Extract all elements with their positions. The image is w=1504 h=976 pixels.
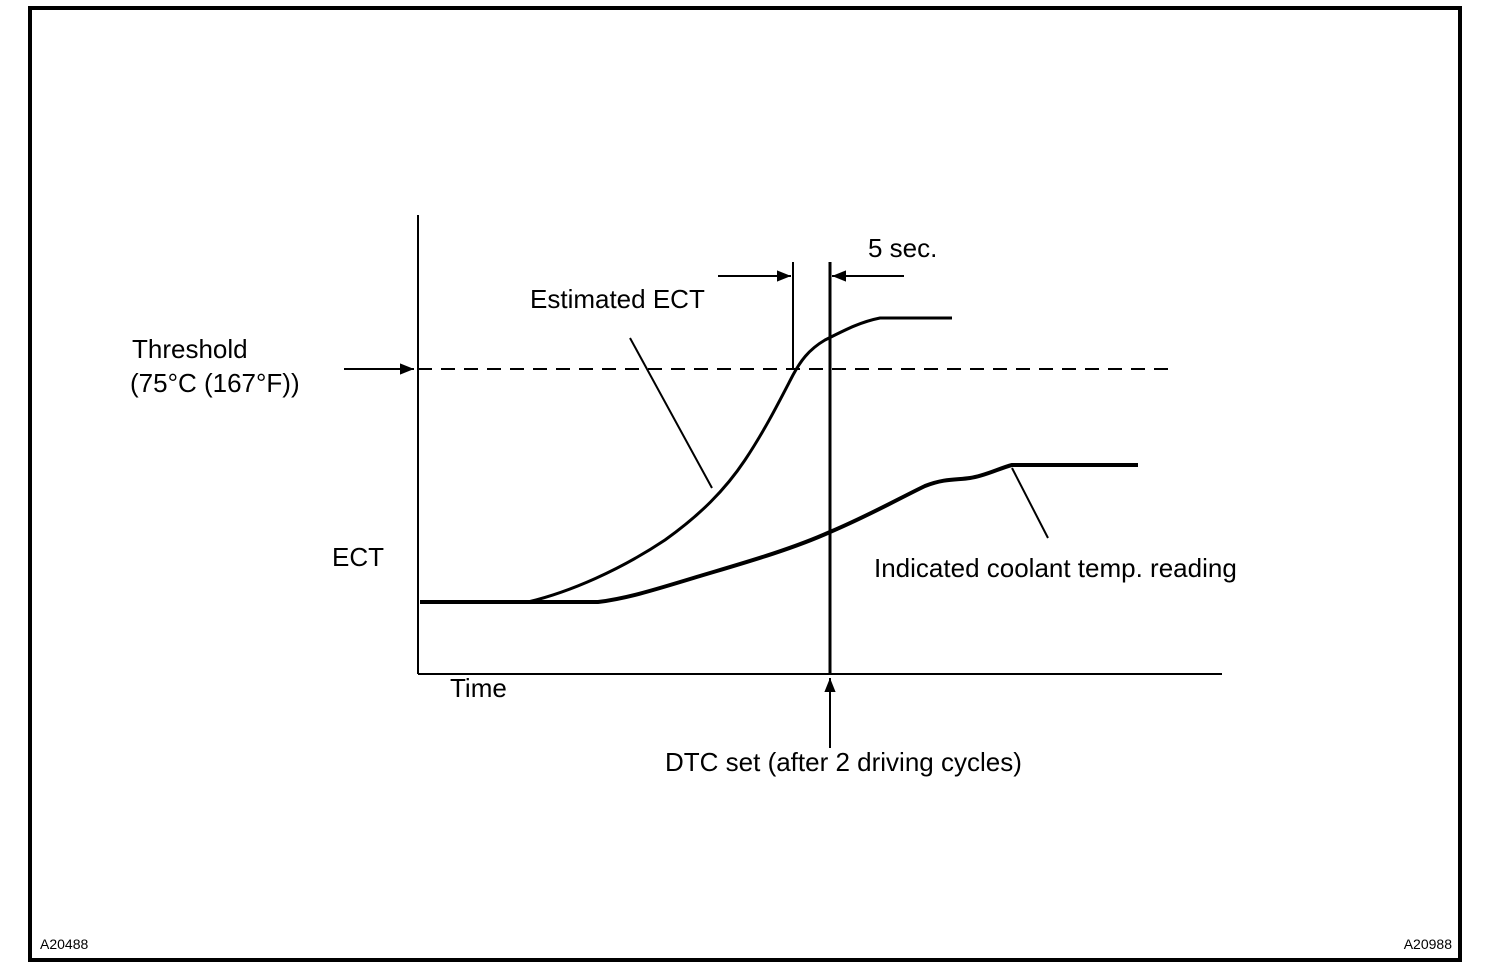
indicated-reading-leader — [1011, 467, 1049, 539]
threshold-label: Threshold — [132, 334, 248, 364]
indicated-coolant-curve — [420, 463, 1138, 604]
five-sec-label: 5 sec. — [868, 233, 937, 263]
threshold-value-label: (75°C (167°F)) — [130, 368, 300, 398]
figure-code-right: A20988 — [1404, 936, 1452, 952]
estimated-ect-curve — [420, 316, 952, 604]
figure-frame — [28, 6, 1462, 962]
x-axis-label: Time — [450, 673, 507, 703]
indicated-reading-label: Indicated coolant temp. reading — [874, 553, 1237, 583]
dtc-set-label: DTC set (after 2 driving cycles) — [665, 747, 1022, 777]
estimated-ect-label: Estimated ECT — [530, 284, 705, 314]
figure-code-left: A20488 — [40, 936, 88, 952]
estimated-ect-leader — [629, 337, 713, 489]
y-axis-label: ECT — [332, 542, 384, 572]
